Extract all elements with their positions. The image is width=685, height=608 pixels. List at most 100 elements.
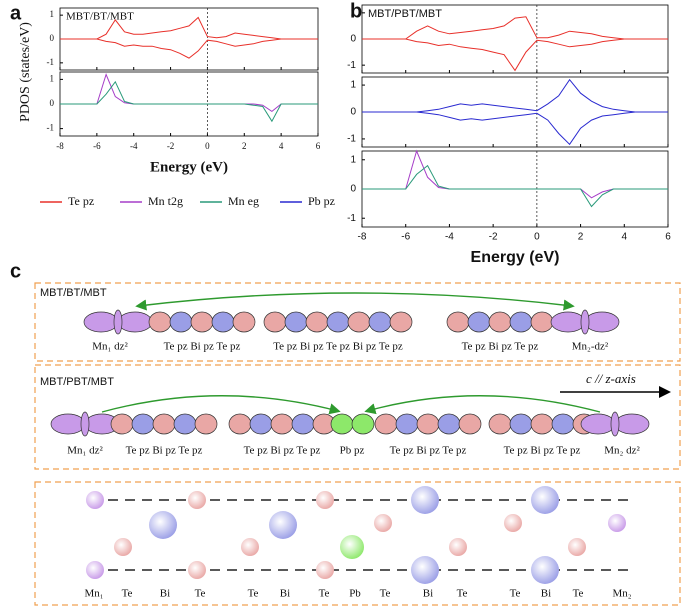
orbital — [467, 311, 491, 333]
atom — [568, 538, 586, 556]
orbital — [446, 311, 470, 333]
orbital — [580, 413, 616, 435]
panel-title: MBT/BT/MBT — [66, 11, 134, 23]
orbital — [530, 311, 554, 333]
orbital-label: Mn₁ — [84, 588, 103, 600]
orbital — [305, 311, 329, 333]
orbital — [131, 413, 155, 435]
orbital — [211, 311, 235, 333]
y-tick-label: -1 — [47, 123, 55, 133]
panel-label: a — [10, 2, 22, 24]
orbital — [169, 311, 193, 333]
x-tick-label: -6 — [93, 141, 101, 151]
orbital — [232, 311, 256, 333]
y-tick-label: 0 — [350, 184, 356, 195]
orbital-label: Te pz Bi pz Te pz — [244, 445, 321, 457]
orbital — [530, 413, 554, 435]
orbital — [488, 413, 512, 435]
atom — [188, 561, 206, 579]
axis-label: c // z-axis — [586, 371, 636, 386]
atom — [411, 486, 439, 514]
y-tick-label: 0 — [350, 107, 356, 118]
orbital — [117, 311, 153, 333]
x-tick-label: -6 — [401, 232, 410, 243]
x-tick-label: 4 — [279, 141, 284, 151]
orbital — [113, 309, 123, 335]
y-tick-label: -1 — [47, 57, 55, 67]
atom — [449, 538, 467, 556]
orbital-label: Mn₁ dz² — [67, 445, 103, 457]
pdos-line — [362, 111, 668, 146]
orbital — [330, 413, 354, 435]
pdos-line — [60, 16, 318, 40]
orbital — [488, 311, 512, 333]
orbital-label: Te — [380, 588, 391, 600]
orbital — [291, 413, 315, 435]
orbital — [228, 413, 252, 435]
y-tick-label: 0 — [50, 98, 55, 108]
y-tick-label: -1 — [347, 213, 356, 224]
orbital-label: Te — [319, 588, 330, 600]
atom — [269, 511, 297, 539]
orbital-label: Te pz Bi pz Te pz — [126, 445, 203, 457]
orbital — [551, 413, 575, 435]
orbital — [190, 311, 214, 333]
orbital — [110, 413, 134, 435]
legend-label: Pb pz — [308, 194, 335, 208]
orbital — [610, 411, 620, 437]
coupling-arrow — [101, 395, 341, 415]
orbital-label: Te pz Bi pz Te pz Bi pz Te pz — [273, 341, 403, 353]
orbital — [584, 311, 620, 333]
orbital-label: Bi — [423, 588, 433, 600]
coupling-arrow — [135, 292, 575, 311]
orbital — [374, 413, 398, 435]
orbital — [326, 311, 350, 333]
panel-label: b — [350, 0, 362, 22]
x-tick-label: -4 — [130, 141, 138, 151]
pdos-line — [362, 16, 668, 40]
orbital-label: Te pz Bi pz Te pz — [164, 341, 241, 353]
legend-label: Mn eg — [228, 194, 259, 208]
orbital — [389, 311, 413, 333]
atom — [340, 535, 364, 559]
x-tick-label: 6 — [316, 141, 321, 151]
orbital — [263, 311, 287, 333]
atom — [188, 491, 206, 509]
orbital — [152, 413, 176, 435]
orbital — [194, 413, 218, 435]
atom — [316, 491, 334, 509]
orbital — [83, 311, 119, 333]
orbital — [437, 413, 461, 435]
orbital-label: Mn₂ — [612, 588, 631, 600]
atom — [504, 514, 522, 532]
orbital — [368, 311, 392, 333]
atom — [608, 514, 626, 532]
orbital-label: Te pz Bi pz Te pz — [390, 445, 467, 457]
atom — [86, 491, 104, 509]
legend-label: Te pz — [68, 194, 94, 208]
panel-label: c — [10, 260, 21, 282]
atom — [241, 538, 259, 556]
atom — [531, 556, 559, 584]
legend-label: Mn t2g — [148, 194, 183, 208]
atom — [149, 511, 177, 539]
x-axis-title: Energy (eV) — [471, 249, 560, 266]
x-tick-label: 2 — [242, 141, 247, 151]
orbital — [270, 413, 294, 435]
y-tick-label: -1 — [347, 134, 356, 145]
x-tick-label: 0 — [205, 141, 210, 151]
orbital — [550, 311, 586, 333]
orbital-label: Te pz Bi pz Te pz — [504, 445, 581, 457]
pdos-line — [60, 73, 318, 113]
orbital — [50, 413, 86, 435]
orbital-label: Te pz Bi pz Te pz — [462, 341, 539, 353]
orbital-label: Mn₂ dz² — [604, 445, 640, 457]
y-axis-title: PDOS (states/eV) — [18, 22, 33, 122]
y-tick-label: 1 — [50, 73, 55, 83]
orbital-label: Bi — [160, 588, 170, 600]
orbital — [509, 311, 533, 333]
atom — [86, 561, 104, 579]
row-box — [34, 481, 681, 606]
y-tick-label: -1 — [347, 60, 356, 71]
atom — [114, 538, 132, 556]
